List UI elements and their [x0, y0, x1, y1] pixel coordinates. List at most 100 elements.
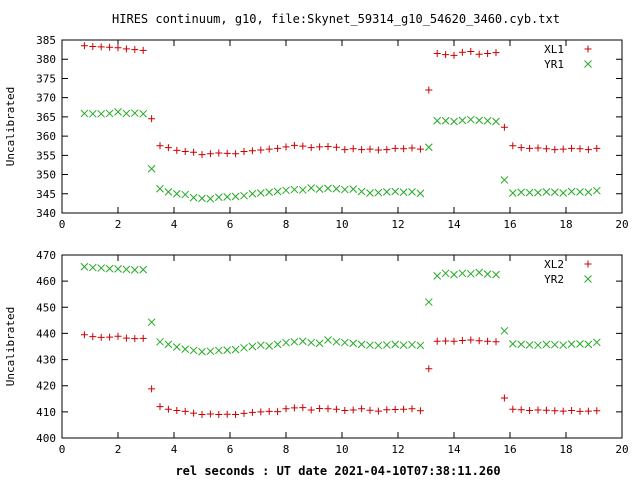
data-point: [189, 346, 198, 355]
series-XL2: [80, 331, 601, 418]
data-point: [190, 409, 198, 417]
data-point: [156, 184, 164, 193]
data-point: [424, 143, 433, 152]
data-point: [374, 146, 382, 154]
data-point: [282, 405, 290, 413]
data-point: [500, 123, 508, 131]
data-point: [257, 408, 265, 416]
data-point: [593, 144, 601, 152]
data-point: [492, 270, 500, 279]
data-point: [148, 385, 156, 393]
x-tick-label: 18: [559, 218, 572, 231]
data-point: [584, 146, 592, 154]
data-point: [433, 272, 442, 280]
data-point: [349, 339, 358, 348]
data-point: [231, 345, 240, 354]
data-point: [223, 410, 231, 418]
data-point: [467, 336, 475, 344]
data-point: [517, 406, 525, 414]
legend-label: YR2: [544, 273, 564, 286]
data-point: [156, 142, 164, 150]
data-point: [492, 117, 500, 126]
data-point: [156, 403, 164, 411]
data-point: [80, 42, 88, 50]
data-point: [509, 142, 517, 150]
x-tick-label: 6: [227, 443, 234, 456]
data-point: [399, 188, 408, 197]
data-point: [282, 338, 290, 347]
data-point: [483, 116, 492, 125]
data-point: [341, 407, 349, 415]
data-point: [164, 144, 172, 152]
data-point: [316, 404, 324, 412]
data-point: [584, 188, 593, 197]
data-point: [508, 340, 517, 348]
x-tick-label: 0: [59, 218, 66, 231]
data-point: [526, 144, 534, 152]
data-point: [290, 404, 298, 412]
y-tick-label: 360: [36, 130, 56, 143]
data-point: [475, 50, 483, 58]
data-point: [88, 263, 97, 272]
x-tick-label: 4: [171, 218, 178, 231]
data-point: [391, 406, 399, 414]
data-point: [89, 333, 97, 341]
y-tick-label: 345: [36, 188, 56, 201]
x-axis-label: rel seconds : UT date 2021-04-10T07:38:1…: [175, 464, 500, 478]
data-point: [148, 115, 156, 123]
x-tick-label: 2: [115, 443, 122, 456]
y-tick-label: 400: [36, 432, 56, 445]
data-point: [240, 343, 248, 352]
data-point: [282, 186, 290, 195]
data-point: [508, 189, 517, 197]
data-point: [576, 145, 584, 153]
data-point: [593, 407, 601, 415]
data-point: [181, 147, 189, 155]
data-point: [358, 146, 366, 154]
data-point: [122, 45, 130, 53]
data-point: [307, 184, 316, 192]
data-point: [425, 365, 433, 373]
y-tick-label: 340: [36, 207, 56, 220]
data-point: [172, 189, 181, 198]
data-point: [366, 406, 374, 414]
data-point: [534, 188, 542, 197]
data-point: [114, 265, 122, 273]
data-point: [340, 338, 349, 347]
data-point: [525, 341, 534, 349]
data-point: [80, 262, 89, 271]
legend-label: XL1: [544, 43, 564, 56]
data-point: [467, 48, 475, 56]
data-point: [441, 269, 450, 278]
data-point: [181, 190, 190, 199]
chart-panels: 0 2 4 6 8 10 12 14 16 18 2034034535035536036537037…: [4, 34, 629, 456]
data-point: [156, 337, 164, 346]
data-point: [592, 338, 601, 347]
y-tick-label: 410: [36, 406, 56, 419]
data-point: [139, 109, 148, 118]
data-point: [106, 43, 114, 51]
data-point: [458, 116, 467, 125]
data-point: [164, 188, 173, 196]
x-tick-label: 16: [503, 443, 516, 456]
data-point: [122, 109, 131, 118]
data-point: [450, 117, 458, 126]
x-tick-label: 16: [503, 218, 516, 231]
data-point: [358, 405, 366, 413]
data-point: [290, 141, 298, 149]
data-point: [198, 347, 206, 356]
data-point: [198, 151, 206, 159]
data-point: [492, 338, 500, 346]
data-point: [248, 342, 257, 351]
data-point: [97, 43, 105, 51]
x-tick-label: 0: [59, 443, 66, 456]
x-tick-label: 10: [335, 443, 348, 456]
y-tick-label: 365: [36, 111, 56, 124]
data-point: [534, 406, 542, 414]
y-axis-label: Uncalibrated: [4, 87, 17, 166]
data-point: [400, 145, 408, 153]
data-point: [290, 337, 299, 346]
data-point: [265, 342, 274, 350]
data-point: [139, 334, 147, 342]
